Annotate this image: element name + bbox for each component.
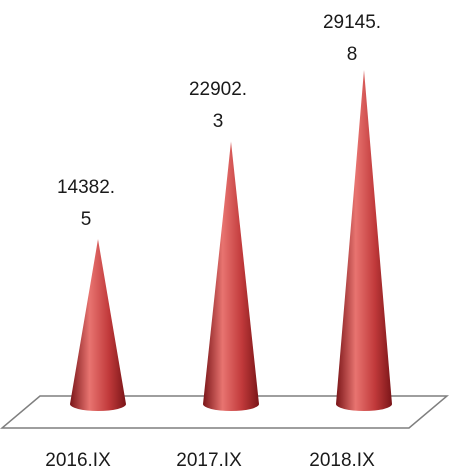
data-label-2016-line1: 14382.: [57, 177, 115, 198]
data-label-2018-line2: 8: [347, 44, 358, 65]
cone-series: [70, 70, 392, 411]
x-tick-label-2016: 2016.IX: [45, 450, 111, 471]
data-label-2016-line2: 5: [81, 209, 92, 230]
data-label-2017-line1: 22902.: [189, 79, 247, 100]
cone-bar-2018.IX: [336, 70, 392, 411]
x-tick-label-2017: 2017.IX: [176, 450, 242, 471]
chart-floor: [0, 395, 449, 429]
data-label-2018-line1: 29145.: [323, 12, 381, 33]
cone-bar-2016.IX: [70, 239, 126, 411]
x-tick-label-2018: 2018.IX: [309, 450, 375, 471]
data-label-2017-line2: 3: [213, 111, 224, 132]
cone-bar-2017.IX: [203, 141, 259, 411]
